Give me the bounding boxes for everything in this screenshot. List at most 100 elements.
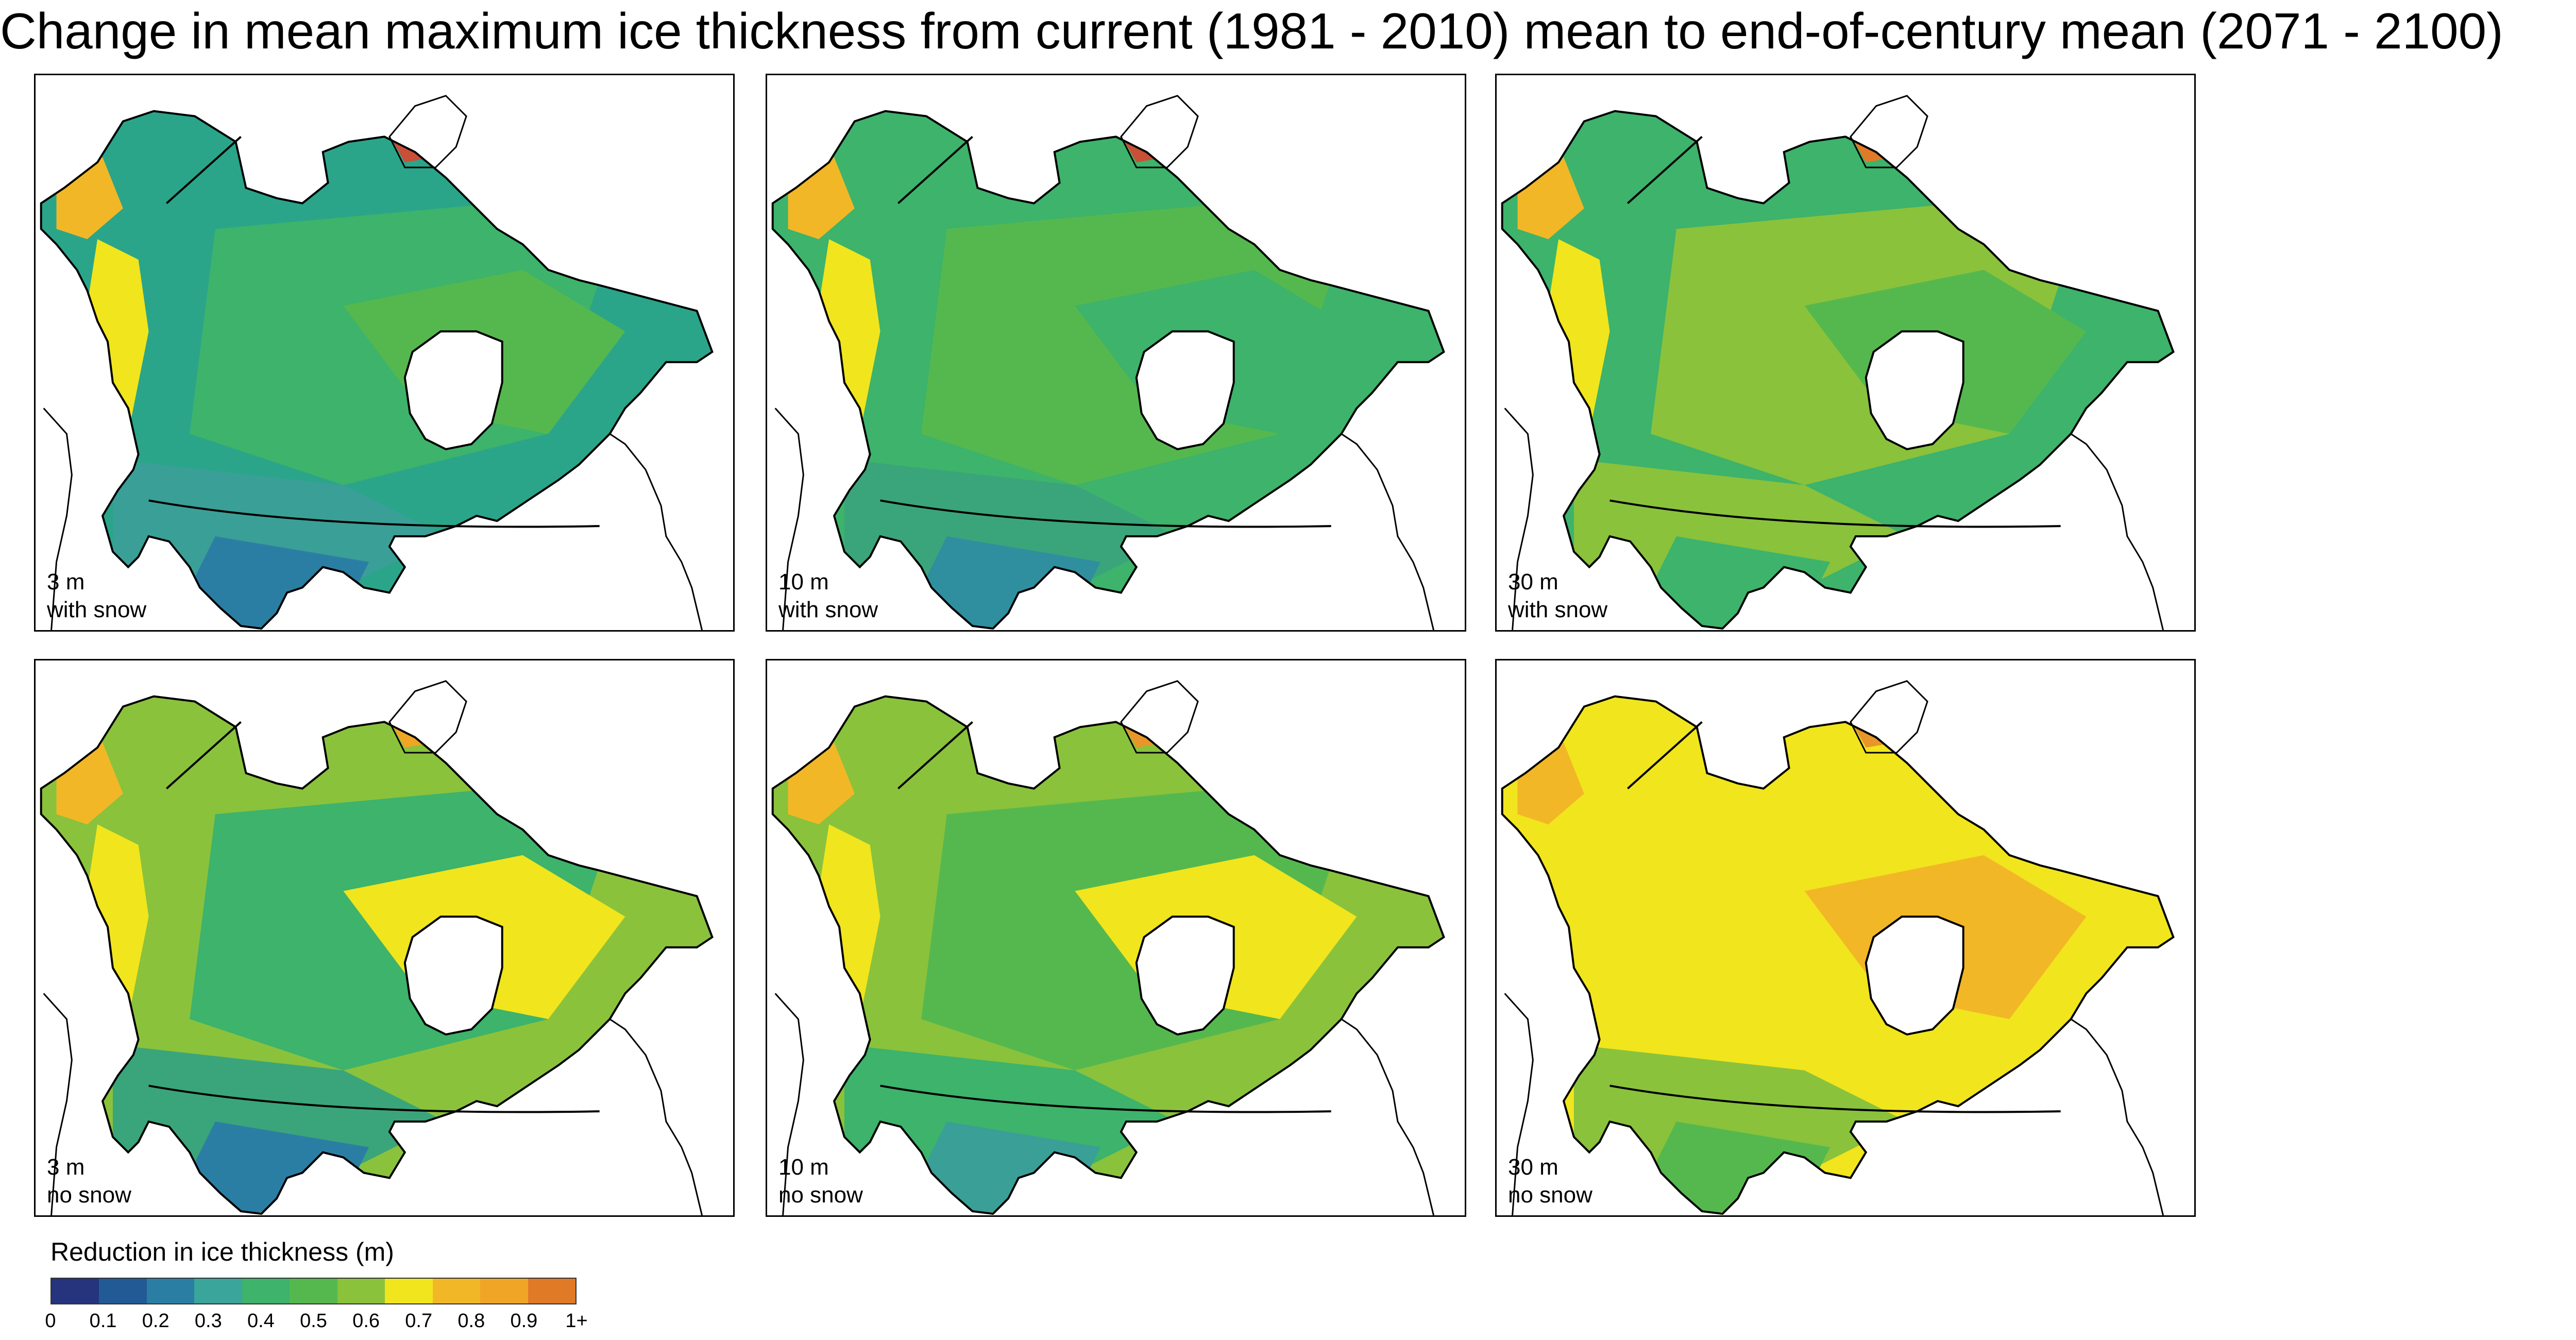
legend-tick: 0.6 (352, 1310, 380, 1332)
national-border (880, 1084, 1331, 1113)
hudson-bay (1865, 330, 1964, 451)
map-panel: 3 m no snow (34, 659, 735, 1217)
legend-tick: 0.8 (457, 1310, 485, 1332)
coastline (40, 110, 714, 630)
national-border (166, 135, 242, 205)
snow-label: no snow (47, 1182, 131, 1208)
depth-label: 30 m (1508, 1155, 1558, 1180)
legend-tick: 0.5 (300, 1310, 327, 1332)
legend-tick: 0.7 (405, 1310, 433, 1332)
ice-thickness-map (771, 95, 1445, 630)
ice-thickness-map (1501, 95, 2175, 630)
ice-reduction-zone (87, 239, 149, 434)
snow-label: no snow (1508, 1182, 1592, 1208)
depth-label: 10 m (778, 1155, 829, 1180)
coastline (774, 993, 804, 1215)
national-border (897, 721, 973, 790)
depth-label: 10 m (778, 569, 829, 595)
coastline (1504, 408, 1534, 630)
legend-swatch (290, 1279, 337, 1303)
coastline (1504, 993, 1534, 1215)
legend: Reduction in ice thickness (m) 0 0.1 0.2 0.… (45, 1236, 587, 1332)
hudson-bay (1135, 330, 1235, 451)
national-border (880, 499, 1331, 528)
national-border (148, 1084, 600, 1113)
national-border (1627, 135, 1703, 205)
hudson-bay (403, 330, 503, 451)
map-panel: 30 m with snow (1495, 74, 2196, 632)
legend-swatch (52, 1279, 99, 1303)
map-panel: 10 m with snow (766, 74, 1466, 632)
ice-reduction-zone (1548, 824, 1610, 1020)
ice-thickness-map (40, 95, 714, 630)
coastline (2070, 1018, 2164, 1215)
panel-label: 10 m no snow (778, 1154, 863, 1209)
panel-label: 3 m with snow (47, 568, 146, 624)
ice-thickness-map (771, 680, 1445, 1215)
map-panel: 30 m no snow (1495, 659, 2196, 1217)
ice-thickness-map (40, 680, 714, 1215)
panel-label: 30 m no snow (1508, 1154, 1592, 1209)
coastline (609, 1018, 703, 1215)
national-border (1609, 499, 2061, 528)
legend-title: Reduction in ice thickness (m) (50, 1237, 394, 1266)
snow-label: with snow (778, 597, 878, 622)
coastline (1501, 695, 2175, 1215)
legend-tick: 0.1 (89, 1310, 117, 1332)
coastline (1341, 1018, 1435, 1215)
national-border (148, 499, 600, 528)
hudson-bay (1865, 915, 1964, 1036)
legend-swatch (528, 1279, 575, 1303)
legend-swatch (480, 1279, 528, 1303)
coastline (1501, 110, 2175, 630)
arctic-islands (388, 95, 467, 168)
coastline (43, 993, 73, 1215)
coastline (43, 408, 73, 630)
legend-swatch (146, 1279, 195, 1303)
legend-swatch (194, 1279, 242, 1303)
page-title: Change in mean maximum ice thickness fro… (0, 3, 2503, 59)
depth-label: 30 m (1508, 569, 1558, 595)
legend-tick: 0.9 (510, 1310, 538, 1332)
arctic-islands (1120, 680, 1199, 754)
legend-swatch (242, 1279, 290, 1303)
depth-label: 3 m (47, 569, 85, 595)
coastline (771, 695, 1445, 1215)
panel-label: 10 m with snow (778, 568, 878, 624)
legend-tick: 0.3 (194, 1310, 222, 1332)
legend-tick: 0 (45, 1310, 56, 1332)
legend-tick: 1+ (565, 1310, 588, 1332)
ice-reduction-zone (87, 824, 149, 1020)
snow-label: with snow (1508, 597, 1608, 622)
legend-swatch (432, 1279, 481, 1303)
legend-tick: 0.2 (142, 1310, 170, 1332)
arctic-islands (1850, 95, 1928, 168)
national-border (1627, 721, 1703, 790)
legend-tick: 0.4 (247, 1310, 275, 1332)
legend-swatch (337, 1279, 385, 1303)
legend-swatch (385, 1279, 433, 1303)
legend-colorbar (50, 1278, 577, 1304)
national-border (1609, 1084, 2061, 1113)
snow-label: no snow (778, 1182, 863, 1208)
arctic-islands (388, 680, 467, 754)
coastline (771, 110, 1445, 630)
national-border (166, 721, 242, 790)
hudson-bay (1135, 915, 1235, 1036)
legend-swatch (99, 1279, 147, 1303)
arctic-islands (1120, 95, 1199, 168)
national-border (897, 135, 973, 205)
coastline (609, 433, 703, 630)
panel-label: 3 m no snow (47, 1154, 131, 1209)
ice-reduction-zone (819, 824, 880, 1020)
snow-label: with snow (47, 597, 147, 622)
ice-reduction-zone (819, 239, 880, 434)
coastline (774, 408, 804, 630)
coastline (40, 695, 714, 1215)
panel-label: 30 m with snow (1508, 568, 1607, 624)
ice-thickness-map (1501, 680, 2175, 1215)
map-panel: 10 m no snow (766, 659, 1466, 1217)
depth-label: 3 m (47, 1155, 85, 1180)
hudson-bay (403, 915, 503, 1036)
map-panel: 3 m with snow (34, 74, 735, 632)
